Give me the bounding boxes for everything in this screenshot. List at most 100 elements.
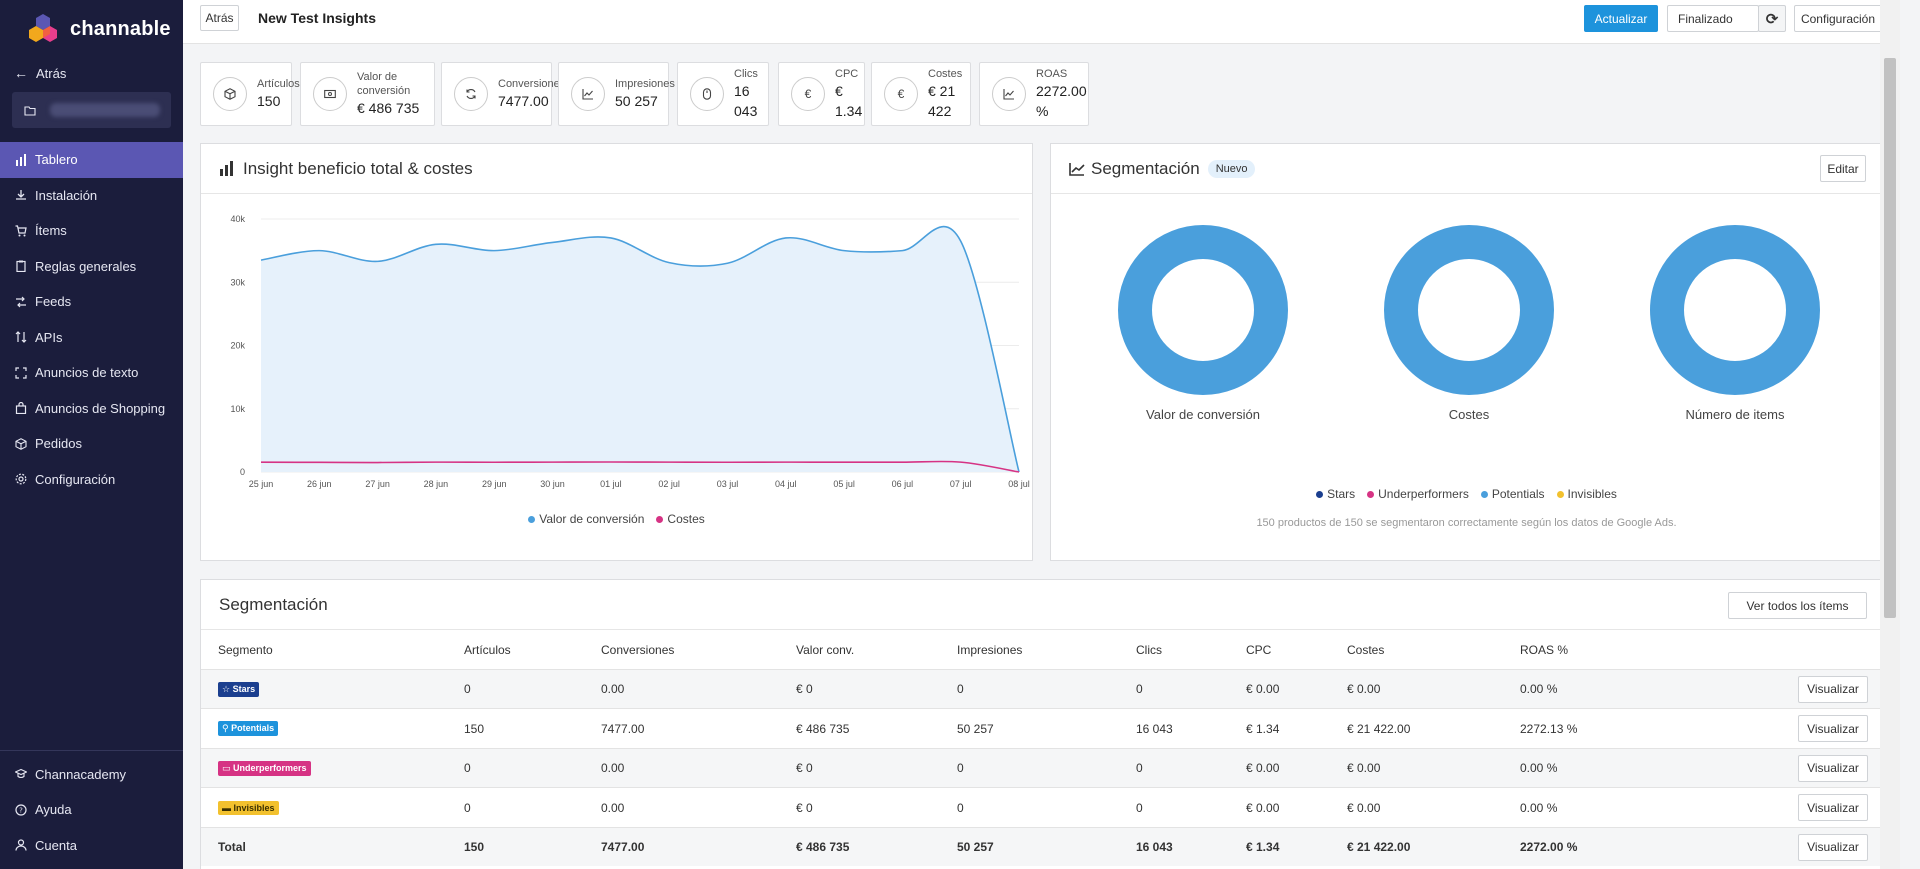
segment-legend-item[interactable]: Invisibles [1556,487,1617,501]
table-cell: € 21 422.00 [1347,840,1411,854]
column-header[interactable]: Artículos [464,642,511,657]
sidebar-item-reglas-generales[interactable]: Reglas generales [0,249,183,285]
update-button[interactable]: Actualizar [1584,5,1658,32]
sidebar-item-feeds[interactable]: Feeds [0,284,183,320]
segment-legend-item[interactable]: Potentials [1480,487,1545,501]
donut-chart[interactable]: Valor de conversión [1103,224,1303,422]
install-icon [14,189,27,202]
segmentation-panel-header: Segmentación Nuevo Editar [1051,144,1882,194]
x-tick-label: 01 jul [600,479,622,489]
segment-legend-item[interactable]: Underperformers [1367,487,1469,501]
segmentation-panel-title: Segmentación [1091,158,1200,178]
x-tick-label: 30 jun [540,479,565,489]
graduation-cap-icon [14,768,27,781]
back-button[interactable]: Atrás [200,5,239,31]
segment-legend: Stars Underperformers Potentials Invisibles [1051,487,1882,501]
table-cell: 0.00 [601,682,625,696]
table-cell: 0 [464,800,471,815]
table-row: ▭ Underperformers 0 0.00 € 0 0 0 € 0.00 € 0.00 0… [201,747,1882,787]
kpi-label: Valor de conversión [357,71,411,97]
sidebar-item-label: Anuncios de texto [35,365,139,381]
visualize-button[interactable]: Visualizar [1798,754,1868,782]
sidebar-item-cuenta[interactable]: Cuenta [0,828,183,864]
table-cell: 50 257 [957,721,994,736]
table-cell: € 486 735 [796,840,850,854]
table-cell: 0 [464,682,471,696]
legend-label: Potentials [1491,487,1545,501]
top-bar: Atrás New Test Insights Actualizar Final… [183,0,1900,44]
sidebar-back-label: Atrás [36,65,67,81]
table-cell: € 1.34 [1246,721,1280,736]
table-cell: € 0.00 [1246,682,1280,696]
legend-item[interactable]: Valor de conversión [528,512,644,526]
scrollbar-thumb[interactable] [1884,58,1896,618]
sidebar-item-ayuda[interactable]: ? Ayuda [0,792,183,828]
sidebar-back-link[interactable]: ← Atrás [0,60,183,86]
y-tick-label: 20k [230,341,245,351]
vertical-scrollbar[interactable] [1880,0,1900,869]
sidebar-item-configuración[interactable]: Configuración [0,462,183,498]
kpi-card: Valor de conversión € 486 735 [300,62,435,126]
segment-tag-icon: ▬ [222,802,231,813]
segment-tag-underperformers: ▭ Underperformers [218,760,311,776]
project-selector[interactable] [12,92,171,128]
legend-label: Underperformers [1378,487,1469,501]
legend-label: Invisibles [1567,487,1617,501]
config-button[interactable]: Configuración [1794,5,1882,32]
brand-name: channable [70,17,171,40]
visualize-button[interactable]: Visualizar [1798,715,1868,742]
table-cell: € 0 [796,800,813,815]
column-header[interactable]: Segmento [218,642,273,657]
sidebar-item-label: Cuenta [35,837,77,853]
sidebar-item-label: Pedidos [35,436,82,452]
column-header[interactable]: Costes [1347,642,1385,657]
sidebar-item-pedidos[interactable]: Pedidos [0,426,183,462]
sidebar-item-label: Configuración [35,471,116,487]
column-header[interactable]: Conversiones [601,642,675,657]
sidebar-item-instalación[interactable]: Instalación [0,178,183,214]
insight-chart-panel: Insight beneficio total & costes 0 10k 20k… [200,143,1033,561]
segment-tag-stars: ☆ Stars [218,681,260,697]
kpi-card: Clics 16 043 [677,62,769,126]
refresh-button[interactable]: ⟳ [1758,5,1786,32]
kpi-value: 16 043 [734,83,758,119]
column-header[interactable]: Clics [1136,642,1162,657]
segmentation-note: 150 productos de 150 se segmentaron corr… [1256,517,1677,529]
kpi-card: Conversiones 7477.00 [441,62,565,126]
euro-icon: € [884,77,918,111]
view-all-items-button[interactable]: Ver todos los ítems [1728,592,1867,619]
sidebar-item-anuncios-de-texto[interactable]: Anuncios de texto [0,355,183,391]
column-header[interactable]: Impresiones [957,642,1023,657]
donut-chart[interactable]: Número de items [1635,224,1835,422]
visualize-button[interactable]: Visualizar [1798,794,1868,821]
y-tick-label: 30k [230,277,245,287]
column-header[interactable]: Valor conv. [796,642,855,657]
user-icon [14,839,27,852]
table-cell: € 0 [796,682,813,696]
gear-icon [14,473,27,486]
insight-panel-title: Insight beneficio total & costes [243,158,473,178]
sidebar-item-anuncios-de-shopping[interactable]: Anuncios de Shopping [0,391,183,427]
edit-button[interactable]: Editar [1820,155,1866,182]
legend-dot [1556,490,1564,498]
refresh-icon: ⟳ [1765,10,1779,28]
column-header[interactable]: ROAS % [1520,642,1569,657]
total-label: Total [218,840,246,854]
help-circle-icon: ? [14,803,27,816]
segment-tag-label: Stars [232,683,256,694]
box-icon [213,77,247,111]
legend-label: Stars [1327,487,1356,501]
donut-chart[interactable]: Costes [1369,224,1569,422]
sidebar-item-ítems[interactable]: Ítems [0,213,183,249]
visualize-button[interactable]: Visualizar [1798,675,1868,703]
legend-item[interactable]: Costes [656,512,705,526]
table-cell: 0 [1136,682,1143,696]
column-header[interactable]: CPC [1246,642,1272,657]
sidebar-item-tablero[interactable]: Tablero [0,142,183,178]
brand-logo[interactable]: channable [0,0,183,58]
sidebar-item-apis[interactable]: APIs [0,320,183,356]
segment-legend-item[interactable]: Stars [1316,487,1355,501]
visualize-button[interactable]: Visualizar [1798,833,1868,861]
sidebar-item-channacademy[interactable]: Channacademy [0,757,183,793]
money-icon [313,77,347,111]
